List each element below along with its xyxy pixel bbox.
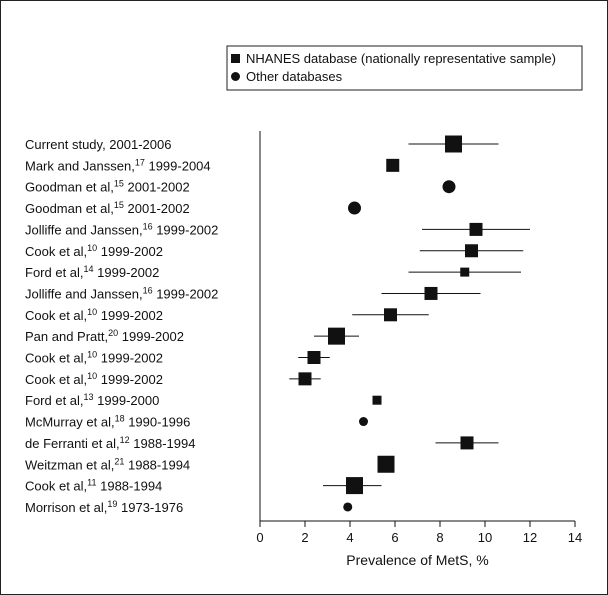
study-label: Cook et al,11 1988-1994: [25, 478, 162, 494]
legend-circle-marker: [231, 72, 240, 81]
study-label: Jolliffe and Janssen,16 1999-2002: [25, 221, 218, 237]
study-labels: Current study, 2001-2006 Mark and Janssen…: [25, 137, 218, 515]
study-label: Cook et al,10 1999-2002: [25, 307, 163, 323]
study-label: Ford et al,13 1999-2000: [25, 392, 159, 408]
x-tick-label: 4: [346, 530, 353, 545]
study-label: McMurray et al,18 1990-1996: [25, 414, 190, 430]
x-tick-label: 10: [478, 530, 492, 545]
study-label: Goodman et al,15 2001-2002: [25, 200, 190, 216]
estimate-square: [298, 372, 312, 386]
study-estimates: [289, 135, 530, 512]
legend-box: [226, 45, 583, 91]
estimate-square: [445, 135, 462, 153]
study-label: Morrison et al,19 1973-1976: [25, 499, 183, 515]
study-label: Mark and Janssen,17 1999-2004: [25, 157, 211, 173]
study-label: Cook et al,10 1999-2002: [25, 243, 163, 259]
estimate-square: [469, 222, 483, 236]
estimate-square: [328, 327, 345, 345]
legend-label-other: Other databases: [246, 69, 343, 84]
study-label: Weitzman et al,21 1988-1994: [25, 456, 190, 472]
study-label: Pan and Pratt,20 1999-2002: [25, 328, 184, 344]
legend-square-marker: [231, 54, 240, 63]
study-label: Jolliffe and Janssen,16 1999-2002: [25, 285, 218, 301]
estimate-square: [465, 244, 478, 258]
study-label: Cook et al,10 1999-2002: [25, 371, 163, 387]
estimate-square: [386, 158, 400, 172]
estimate-square: [307, 351, 321, 364]
study-label: Ford et al,14 1999-2002: [25, 264, 159, 280]
estimate-square: [460, 267, 470, 277]
estimate-circle: [343, 502, 353, 512]
x-axis-ticks: 0 2 4 6 8 10 12 14: [256, 521, 582, 545]
x-tick-label: 8: [436, 530, 443, 545]
estimate-circle: [348, 201, 361, 215]
estimate-square: [346, 477, 363, 495]
x-tick-label: 2: [301, 530, 308, 545]
x-tick-label: 6: [391, 530, 398, 545]
study-label: de Ferranti et al,12 1988-1994: [25, 435, 195, 451]
x-tick-label: 12: [523, 530, 537, 545]
estimate-square: [424, 286, 438, 300]
estimate-square: [372, 395, 382, 405]
estimate-square: [460, 436, 474, 450]
estimate-square: [377, 455, 395, 473]
legend: NHANES database (nationally representati…: [226, 45, 583, 91]
x-axis-label: Prevalence of MetS, %: [346, 552, 488, 568]
x-tick-label: 14: [568, 530, 582, 545]
estimate-square: [384, 308, 397, 322]
estimate-circle: [442, 180, 456, 194]
legend-label-nhanes: NHANES database (nationally representati…: [246, 51, 556, 66]
study-label: Goodman et al,15 2001-2002: [25, 179, 190, 195]
study-label: Current study, 2001-2006: [25, 137, 171, 152]
study-label: Cook et al,10 1999-2002: [25, 350, 163, 366]
estimate-circle: [359, 417, 368, 427]
x-tick-label: 0: [256, 530, 263, 545]
